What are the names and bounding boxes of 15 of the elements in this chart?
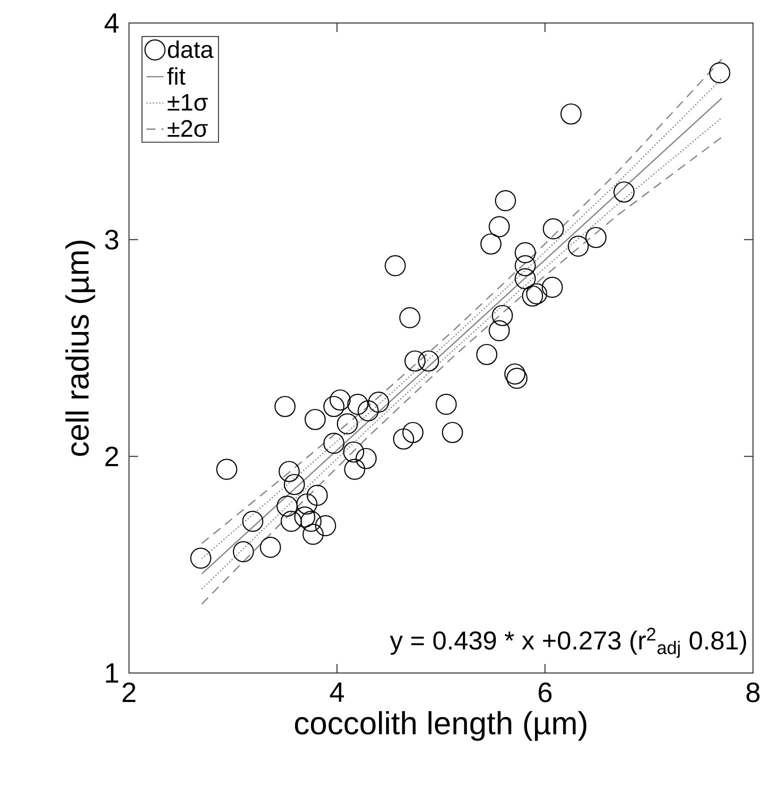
x-tick-label: 8	[746, 682, 760, 702]
y-tick-label: 2	[105, 446, 118, 466]
x-tick-label: 6	[538, 682, 552, 702]
legend-label: ±2σ	[168, 120, 208, 137]
legend-label: data	[168, 40, 214, 58]
x-tick-label: 2	[122, 682, 136, 702]
x-axis-title: coccolith length (µm)	[294, 711, 586, 741]
legend-label: fit	[167, 67, 186, 85]
y-axis-title: cell radius (µm)	[65, 240, 96, 456]
y-tick-label: 1	[106, 663, 118, 683]
annotation: y = 0.439 * x +0.273 (r$^{2}$$_{adj}$ 0.81)	[390, 628, 746, 658]
y-tick-label: 3	[105, 230, 118, 250]
x-tick-label: 4	[330, 682, 344, 702]
y-tick-label: 4	[104, 13, 119, 33]
legend-label: ±1σ	[168, 94, 208, 111]
